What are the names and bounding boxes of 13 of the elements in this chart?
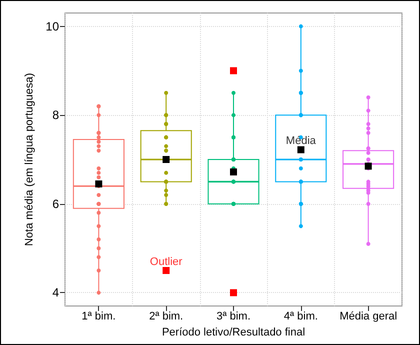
x-tick-label: 1ª bim. [82, 310, 116, 322]
y-axis-title: Nota média (em língua portuguesa) [23, 72, 36, 246]
y-tick-label: 10 [46, 19, 60, 34]
x-tick-label: 2ª bim. [149, 310, 184, 322]
x-tick-label: 3ª bim. [216, 310, 251, 322]
annotation: Média [286, 135, 317, 148]
x-tick-label: Média geral [340, 310, 398, 322]
y-tick-label: 6 [52, 196, 60, 211]
x-axis-title: Período letivo/Resultado final [162, 326, 306, 338]
x-tick-label: 4ª bim. [284, 310, 318, 322]
y-tick-label: 4 [52, 286, 60, 300]
annotation: Outlier [150, 256, 183, 268]
y-tick-label: 8 [52, 108, 60, 122]
